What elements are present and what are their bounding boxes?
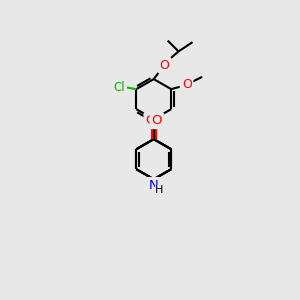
Text: O: O [182,78,192,91]
Text: O: O [160,59,170,72]
Text: H: H [155,185,164,195]
Text: Cl: Cl [113,81,125,94]
Text: O: O [146,114,156,127]
Text: O: O [152,114,162,127]
Text: N: N [149,179,159,192]
